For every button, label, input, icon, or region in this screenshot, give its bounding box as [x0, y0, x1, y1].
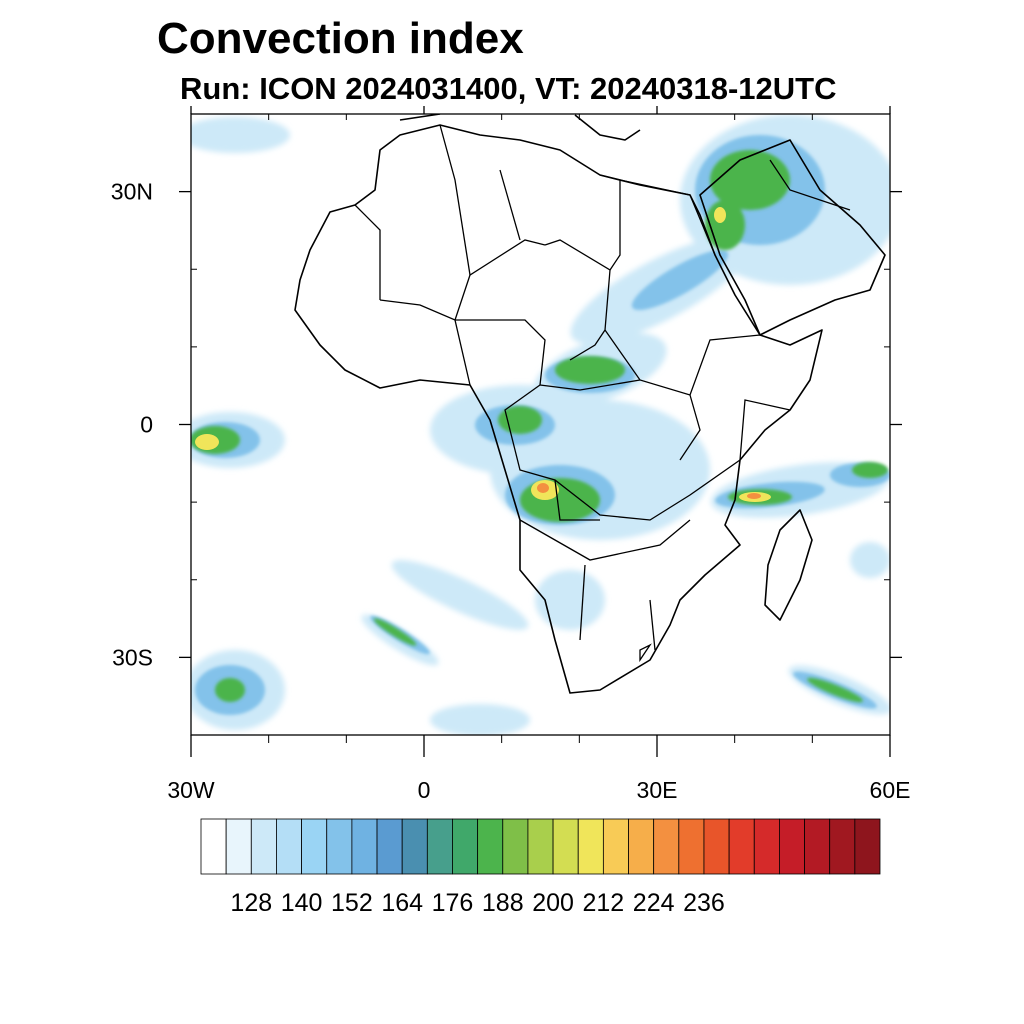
colorbar-box: [779, 818, 805, 875]
colorbar-label: 128: [230, 889, 272, 917]
colorbar-box: [376, 818, 403, 875]
colorbar-label: 236: [683, 889, 725, 917]
colorbar-box: [602, 818, 629, 875]
colorbar-box: [527, 818, 554, 875]
colorbar-label: 140: [281, 889, 323, 917]
map-subtitle: Run: ICON 2024031400, VT: 20240318-12UTC: [180, 71, 837, 106]
colorbar-box: [628, 818, 655, 875]
colorbar-box: [577, 818, 604, 875]
colorbar-box: [829, 818, 856, 875]
axis-tick-labels: 30N 0 30S 30W 0 30E 60E: [111, 179, 911, 803]
colorbar-box: [200, 818, 227, 875]
colorbar-box: [653, 818, 680, 875]
map-title: Convection index: [157, 14, 524, 63]
colorbar-box: [502, 818, 529, 875]
colorbar-label: 176: [432, 889, 474, 917]
colorbar-box: [728, 818, 755, 875]
colorbar-label: 212: [583, 889, 625, 917]
colorbar-box: [854, 818, 881, 875]
coastlines: [294, 114, 886, 694]
axis-ticks: [179, 106, 902, 757]
lat-tick-label: 30S: [112, 644, 153, 670]
colorbar-box: [678, 818, 705, 875]
colorbar-box: [753, 818, 780, 875]
colorbar-box: [351, 818, 378, 875]
lat-tick-label: 0: [140, 412, 153, 438]
colorbar-box: [477, 818, 504, 875]
colorbar-label: 164: [381, 889, 423, 917]
colorbar-label: 200: [532, 889, 574, 917]
colorbar-box: [276, 818, 302, 875]
colorbar-box: [452, 818, 479, 875]
colorbar-box: [804, 818, 831, 875]
colorbar-box: [552, 818, 579, 875]
colorbar-label: 224: [633, 889, 675, 917]
colorbar-label: 188: [482, 889, 524, 917]
country-borders: [354, 124, 851, 663]
lon-tick-label: 60E: [870, 777, 911, 803]
colorbar: 128 140 152 164 176 188 200 212 224 236: [200, 818, 881, 917]
colorbar-box: [326, 818, 353, 875]
colorbar-box: [250, 818, 277, 875]
colorbar-box: [301, 818, 328, 875]
lon-tick-label: 30E: [637, 777, 678, 803]
colorbar-label: 152: [331, 889, 373, 917]
lon-tick-label: 30W: [167, 777, 215, 803]
colorbar-box: [225, 818, 252, 875]
colorbar-box: [426, 818, 453, 875]
lon-tick-label: 0: [418, 777, 431, 803]
colorbar-box: [703, 818, 730, 875]
convection-field: [191, 114, 890, 735]
lat-tick-label: 30N: [111, 179, 153, 205]
colorbar-box: [401, 818, 428, 875]
